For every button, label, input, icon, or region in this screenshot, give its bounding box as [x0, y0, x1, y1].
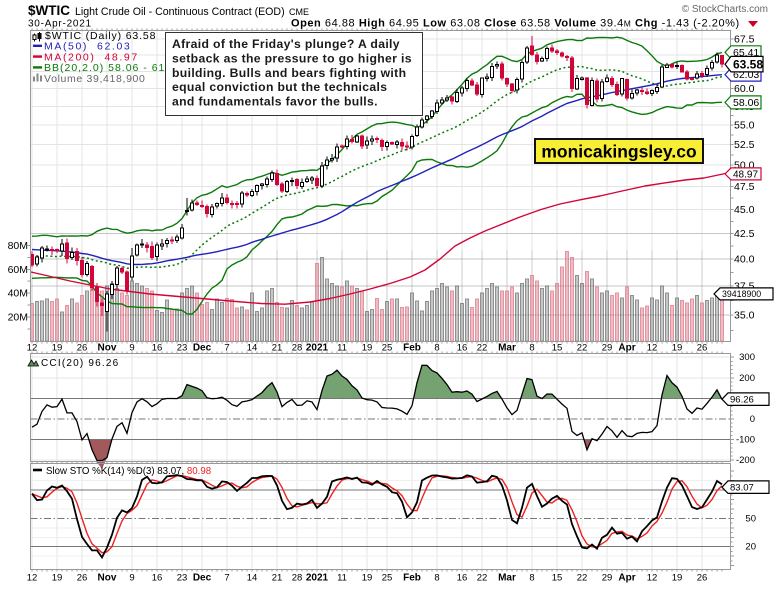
svg-text:23: 23 [177, 343, 188, 354]
svg-text:19: 19 [672, 573, 683, 584]
svg-text:2021: 2021 [306, 343, 329, 354]
svg-text:26: 26 [77, 343, 88, 354]
svg-text:25: 25 [382, 343, 393, 354]
svg-text:Nov: Nov [98, 343, 117, 354]
svg-text:48.97: 48.97 [733, 169, 758, 180]
svg-text:20: 20 [745, 542, 756, 553]
svg-text:2021: 2021 [306, 573, 329, 584]
svg-text:16: 16 [152, 573, 163, 584]
svg-text:11: 11 [337, 573, 347, 584]
svg-text:-100: -100 [736, 435, 755, 446]
svg-text:26: 26 [697, 573, 708, 584]
svg-text:7: 7 [224, 343, 229, 354]
svg-text:40M: 40M [8, 288, 28, 300]
svg-text:26: 26 [697, 343, 708, 354]
svg-text:11: 11 [337, 343, 347, 354]
svg-text:9: 9 [129, 343, 134, 354]
svg-text:CME: CME [289, 7, 309, 17]
svg-text:28: 28 [292, 573, 303, 584]
svg-text:20M: 20M [8, 312, 28, 324]
svg-text:39418900: 39418900 [722, 289, 761, 299]
svg-text:52.5: 52.5 [734, 139, 755, 151]
svg-text:$WTIC: $WTIC [28, 3, 70, 18]
svg-text:47.5: 47.5 [734, 181, 755, 193]
svg-text:19: 19 [362, 343, 373, 354]
svg-text:0: 0 [750, 414, 755, 425]
svg-text:building. Bulls and bears figh: building. Bulls and bears fighting with [172, 66, 406, 80]
svg-text:Apr: Apr [618, 573, 635, 584]
svg-text:60.0: 60.0 [734, 83, 755, 95]
svg-text:-200: -200 [736, 455, 755, 466]
svg-text:8: 8 [529, 573, 534, 584]
svg-text:Nov: Nov [98, 573, 117, 584]
svg-text:and fundamentals favor the bul: and fundamentals favor the bulls. [172, 95, 378, 109]
svg-text:15: 15 [552, 343, 563, 354]
svg-text:42.5: 42.5 [734, 228, 755, 240]
svg-text:Feb: Feb [403, 343, 421, 354]
svg-text:Mar: Mar [498, 343, 516, 354]
svg-text:21: 21 [272, 573, 283, 584]
svg-text:22: 22 [577, 573, 588, 584]
svg-text:14: 14 [247, 343, 258, 354]
svg-text:35.0: 35.0 [734, 310, 755, 322]
svg-text:9: 9 [129, 573, 134, 584]
svg-text:16: 16 [457, 573, 468, 584]
svg-text:28: 28 [292, 343, 303, 354]
svg-text:45.0: 45.0 [734, 204, 755, 216]
svg-text:equal conviction but the techn: equal conviction but the technicals [172, 80, 387, 94]
svg-text:63.58: 63.58 [733, 57, 763, 71]
svg-text:19: 19 [52, 573, 63, 584]
svg-text:50: 50 [745, 513, 756, 524]
svg-text:26: 26 [77, 573, 88, 584]
svg-text:300: 300 [739, 352, 755, 363]
svg-text:58.06: 58.06 [733, 97, 759, 109]
svg-text:Dec: Dec [193, 573, 212, 584]
svg-text:8: 8 [434, 343, 439, 354]
svg-text:16: 16 [457, 343, 468, 354]
svg-text:21: 21 [272, 343, 283, 354]
svg-text:8: 8 [434, 573, 439, 584]
svg-text:60M: 60M [8, 264, 28, 276]
svg-text:© StockCharts.com: © StockCharts.com [682, 4, 768, 15]
svg-text:14: 14 [247, 573, 258, 584]
svg-text:96.26: 96.26 [730, 394, 754, 405]
svg-text:15: 15 [552, 573, 563, 584]
svg-text:Afraid of the Friday's plunge?: Afraid of the Friday's plunge? A daily [172, 37, 400, 51]
svg-text:67.5: 67.5 [734, 34, 755, 46]
svg-text:8: 8 [529, 343, 534, 354]
svg-text:80M: 80M [8, 240, 28, 252]
svg-text:22: 22 [477, 573, 488, 584]
svg-text:12: 12 [27, 343, 38, 354]
svg-text:setback as the pressure to go: setback as the pressure to go higher is [172, 51, 412, 65]
svg-text:Light Crude Oil - Continuous C: Light Crude Oil - Continuous Contract (E… [75, 6, 285, 18]
svg-text:12: 12 [647, 573, 658, 584]
svg-text:23: 23 [177, 573, 188, 584]
svg-text:29: 29 [602, 343, 613, 354]
svg-text:200: 200 [739, 373, 755, 384]
svg-text:40.0: 40.0 [734, 254, 755, 266]
svg-text:22: 22 [477, 343, 488, 354]
svg-text:monicakingsley.co: monicakingsley.co [541, 142, 696, 162]
svg-text:12: 12 [647, 343, 658, 354]
svg-text:19: 19 [362, 573, 373, 584]
svg-text:19: 19 [52, 343, 63, 354]
svg-text:83.07: 83.07 [730, 482, 754, 493]
svg-text:7: 7 [224, 573, 229, 584]
svg-text:25: 25 [382, 573, 393, 584]
svg-text:55.0: 55.0 [734, 120, 755, 132]
svg-text:22: 22 [577, 343, 588, 354]
svg-text:Volume 39,418,900: Volume 39,418,900 [44, 73, 146, 85]
svg-text:CCI(20) 96.26: CCI(20) 96.26 [41, 358, 119, 369]
svg-text:29: 29 [602, 573, 613, 584]
svg-text:12: 12 [27, 573, 38, 584]
svg-text:Open 64.88 High 64.95 Low 63.0: Open 64.88 High 64.95 Low 63.08 Close 63… [291, 18, 740, 30]
svg-text:Mar: Mar [498, 573, 516, 584]
svg-text:19: 19 [672, 343, 683, 354]
svg-text:Apr: Apr [618, 343, 635, 354]
svg-text:Dec: Dec [193, 343, 212, 354]
svg-text:Feb: Feb [403, 573, 421, 584]
svg-text:16: 16 [152, 343, 163, 354]
svg-text:30-Apr-2021: 30-Apr-2021 [28, 19, 92, 30]
svg-text:Slow STO %K(14) %D(3) 83.07, 8: Slow STO %K(14) %D(3) 83.07, 80.98 [46, 466, 211, 477]
